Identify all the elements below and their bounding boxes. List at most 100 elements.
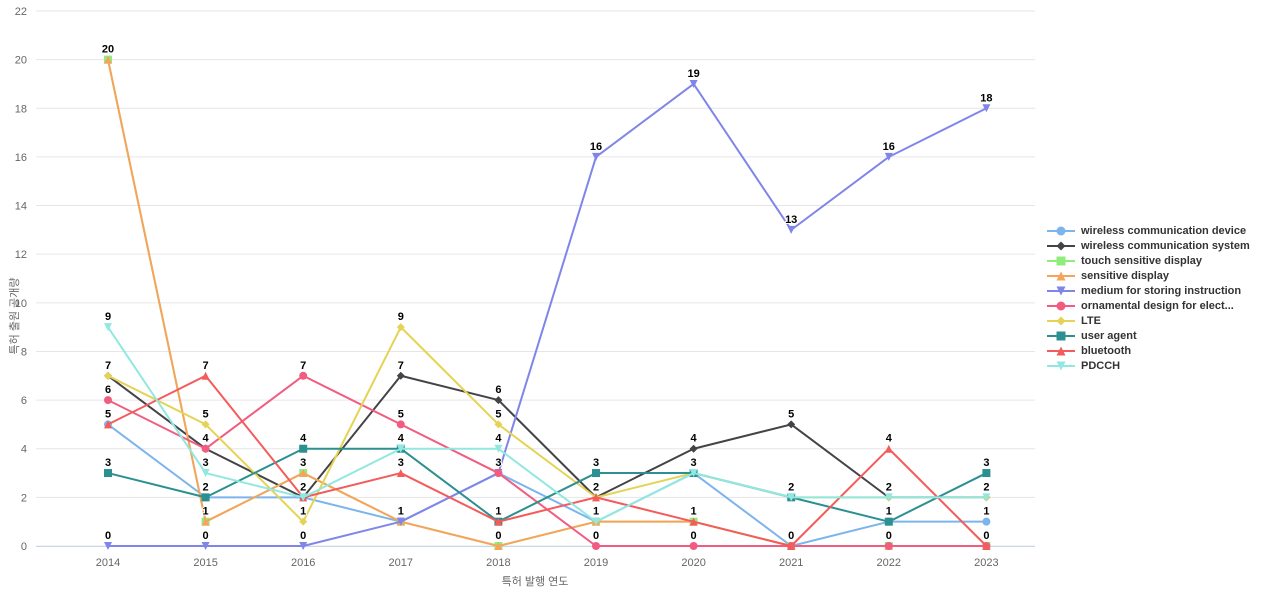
series-line[interactable] [107, 82, 988, 547]
legend-item[interactable]: ornamental design for elect... [1046, 298, 1250, 313]
square-icon [1047, 331, 1075, 340]
data-point[interactable] [884, 517, 893, 526]
y-axis-title: 특허 출원 공개량 [9, 277, 21, 355]
y-tick-label: 2 [21, 492, 27, 504]
data-point[interactable] [689, 79, 698, 88]
data-label: 7 [398, 360, 404, 372]
data-point[interactable] [396, 444, 405, 453]
data-point[interactable] [494, 517, 503, 526]
data-point[interactable] [494, 469, 503, 478]
data-point[interactable] [982, 493, 991, 502]
legend-item[interactable]: PDCCH [1046, 358, 1250, 373]
data-point[interactable] [396, 517, 405, 526]
y-tick-label: 14 [15, 201, 27, 213]
y-tick-label: 20 [15, 55, 27, 67]
data-point[interactable] [494, 542, 503, 550]
y-tick-label: 10 [15, 298, 27, 310]
data-point[interactable] [299, 469, 308, 478]
data-point[interactable] [104, 396, 112, 405]
y-tick-label: 18 [15, 103, 27, 115]
series-line[interactable] [107, 447, 988, 523]
data-label: 0 [495, 530, 501, 542]
legend-label: ornamental design for elect... [1081, 299, 1234, 312]
data-point[interactable] [689, 517, 698, 526]
data-point[interactable] [201, 371, 210, 380]
legend-item[interactable]: LTE [1046, 313, 1250, 328]
legend-label: sensitive display [1081, 269, 1170, 282]
legend-item[interactable]: touch sensitive display [1046, 253, 1250, 268]
data-point[interactable] [201, 420, 210, 429]
data-point[interactable] [201, 469, 210, 478]
legend-item[interactable]: bluetooth [1046, 343, 1250, 358]
data-point[interactable] [884, 542, 893, 550]
data-label: 1 [593, 506, 599, 518]
data-point[interactable] [592, 517, 600, 526]
data-point[interactable] [201, 542, 210, 550]
data-point[interactable] [104, 323, 112, 332]
data-label: 4 [398, 433, 405, 445]
data-point[interactable] [982, 517, 991, 526]
data-point[interactable] [396, 323, 405, 332]
data-point[interactable] [104, 371, 112, 380]
legend-item[interactable]: wireless communication system [1046, 238, 1250, 253]
data-point[interactable] [494, 396, 503, 405]
data-point[interactable] [299, 542, 308, 550]
data-label: 0 [105, 530, 111, 542]
data-label: 2 [983, 481, 989, 493]
x-tick-label: 2019 [584, 557, 608, 569]
data-point[interactable] [299, 444, 308, 453]
data-point[interactable] [592, 152, 600, 161]
data-label: 3 [983, 457, 989, 469]
data-label: 4 [495, 433, 502, 445]
series-line[interactable] [107, 374, 988, 499]
data-point[interactable] [982, 469, 991, 478]
data-label: 2 [788, 481, 794, 493]
data-point[interactable] [299, 517, 308, 526]
data-point[interactable] [689, 542, 698, 550]
data-point[interactable] [787, 542, 796, 550]
series-line[interactable] [107, 326, 988, 523]
data-point[interactable] [396, 420, 405, 429]
data-point[interactable] [689, 469, 698, 478]
data-point[interactable] [689, 444, 698, 453]
triangle-down-icon [1047, 286, 1075, 295]
data-label: 5 [203, 408, 209, 420]
data-point[interactable] [104, 542, 112, 550]
data-point[interactable] [104, 420, 112, 429]
data-point[interactable] [787, 493, 796, 502]
data-label: 1 [398, 506, 404, 518]
data-point[interactable] [201, 517, 210, 526]
data-point[interactable] [396, 371, 405, 380]
legend-item[interactable]: sensitive display [1046, 268, 1250, 283]
data-point[interactable] [982, 542, 991, 550]
legend-marker [1056, 286, 1066, 295]
legend-item[interactable]: wireless communication device [1046, 223, 1250, 238]
data-label: 1 [495, 506, 501, 518]
data-point[interactable] [104, 469, 112, 478]
data-point[interactable] [884, 493, 893, 502]
data-point[interactable] [787, 225, 796, 234]
data-point[interactable] [396, 469, 405, 478]
data-point[interactable] [787, 420, 796, 429]
data-point[interactable] [592, 542, 600, 550]
legend-item[interactable]: medium for storing instruction [1046, 283, 1250, 298]
legend-marker [1056, 226, 1066, 235]
data-label: 3 [203, 457, 209, 469]
data-point[interactable] [299, 371, 308, 380]
data-point[interactable] [884, 152, 893, 161]
data-point[interactable] [104, 55, 112, 64]
legend-item[interactable]: user agent [1046, 328, 1250, 343]
data-label: 0 [300, 530, 306, 542]
data-point[interactable] [201, 444, 210, 453]
data-point[interactable] [592, 469, 600, 478]
data-point[interactable] [201, 493, 210, 502]
data-point[interactable] [884, 444, 893, 453]
legend-label: medium for storing instruction [1081, 284, 1242, 297]
data-point[interactable] [494, 420, 503, 429]
legend-marker [1056, 346, 1066, 355]
data-point[interactable] [494, 444, 503, 453]
data-point[interactable] [982, 104, 991, 113]
data-point[interactable] [299, 493, 308, 502]
data-point[interactable] [592, 493, 600, 502]
x-tick-label: 2016 [291, 557, 315, 569]
